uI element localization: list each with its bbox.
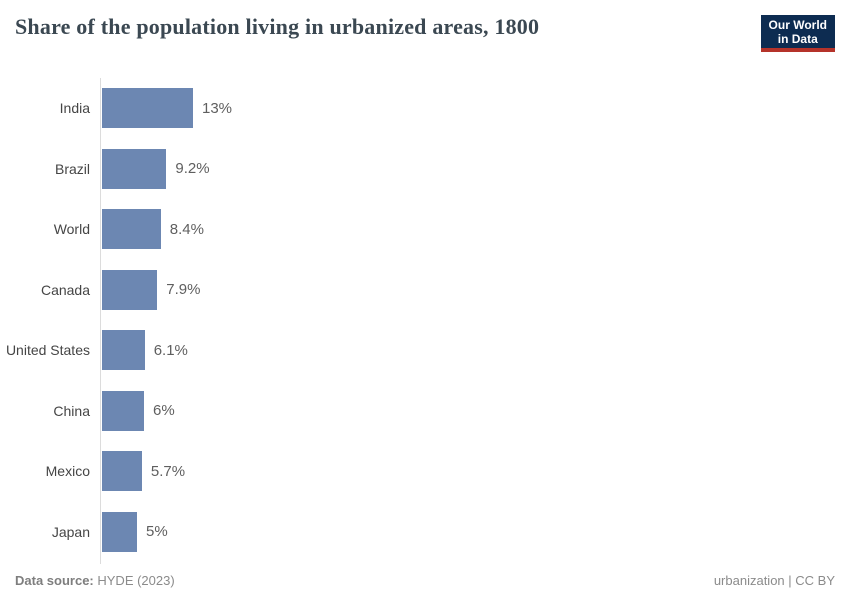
chart-footer: Data source: HYDE (2023) urbanization | … xyxy=(15,573,835,588)
data-source-label: Data source: xyxy=(15,573,94,588)
value-label: 7.9% xyxy=(166,281,201,299)
bar-chart: India 13% Brazil 9.2% World 8.4% Canada 7.9% Uni… xyxy=(0,78,850,564)
bar-row[interactable]: Brazil 9.2% xyxy=(0,139,850,200)
owid-logo-line2: in Data xyxy=(777,32,818,46)
category-label[interactable]: China xyxy=(53,402,90,419)
value-label: 9.2% xyxy=(175,160,210,178)
category-label[interactable]: Mexico xyxy=(45,463,90,480)
value-label: 5% xyxy=(146,523,168,541)
bar[interactable] xyxy=(102,451,142,492)
bar[interactable] xyxy=(102,330,145,371)
value-label: 8.4% xyxy=(169,220,204,238)
bar-rows: India 13% Brazil 9.2% World 8.4% Canada 7.9% Uni… xyxy=(0,78,850,562)
value-label: 13% xyxy=(202,99,233,117)
bar[interactable] xyxy=(102,148,167,189)
bar[interactable] xyxy=(102,269,158,310)
bar-row[interactable]: United States 6.1% xyxy=(0,320,850,381)
owid-logo[interactable]: Our World in Data xyxy=(760,15,835,52)
bar[interactable] xyxy=(102,390,144,431)
license-line: urbanization | CC BY xyxy=(714,573,835,588)
data-source: Data source: HYDE (2023) xyxy=(15,573,175,588)
category-label[interactable]: Canada xyxy=(40,281,90,298)
category-label[interactable]: Brazil xyxy=(54,160,90,177)
chart-title: Share of the population living in urbani… xyxy=(15,14,540,39)
bar-row[interactable]: World 8.4% xyxy=(0,199,850,260)
bar-row[interactable]: China 6% xyxy=(0,381,850,442)
bar-row[interactable]: Canada 7.9% xyxy=(0,260,850,321)
y-axis-line xyxy=(100,78,101,564)
bar-zone: 9.2% xyxy=(102,148,850,189)
bar-zone: 5.7% xyxy=(102,451,850,492)
bar-row[interactable]: India 13% xyxy=(0,78,850,139)
note-link[interactable]: urbanization xyxy=(713,573,785,588)
chart-header: Share of the population living in urbani… xyxy=(0,0,850,52)
bar-row[interactable]: Mexico 5.7% xyxy=(0,441,850,502)
value-label: 5.7% xyxy=(150,462,186,480)
bar-zone: 7.9% xyxy=(102,269,850,310)
bar-zone: 8.4% xyxy=(102,209,850,250)
category-label[interactable]: United States xyxy=(5,342,90,359)
license-separator: | xyxy=(784,573,796,588)
bar[interactable] xyxy=(102,209,161,250)
bar-zone: 6% xyxy=(102,390,850,431)
bar[interactable] xyxy=(102,88,193,129)
bar-zone: 13% xyxy=(102,88,850,129)
category-label[interactable]: World xyxy=(53,221,90,238)
category-label[interactable]: India xyxy=(59,100,90,117)
value-label: 6% xyxy=(153,402,175,420)
category-label[interactable]: Japan xyxy=(51,523,90,540)
data-source-value[interactable]: HYDE (2023) xyxy=(97,573,175,588)
bar[interactable] xyxy=(102,511,137,552)
bar-zone: 6.1% xyxy=(102,330,850,371)
owid-logo-line1: Our World xyxy=(768,18,827,32)
value-label: 6.1% xyxy=(153,341,188,359)
license-link[interactable]: CC BY xyxy=(795,573,835,588)
bar-zone: 5% xyxy=(102,511,850,552)
bar-row[interactable]: Japan 5% xyxy=(0,502,850,563)
